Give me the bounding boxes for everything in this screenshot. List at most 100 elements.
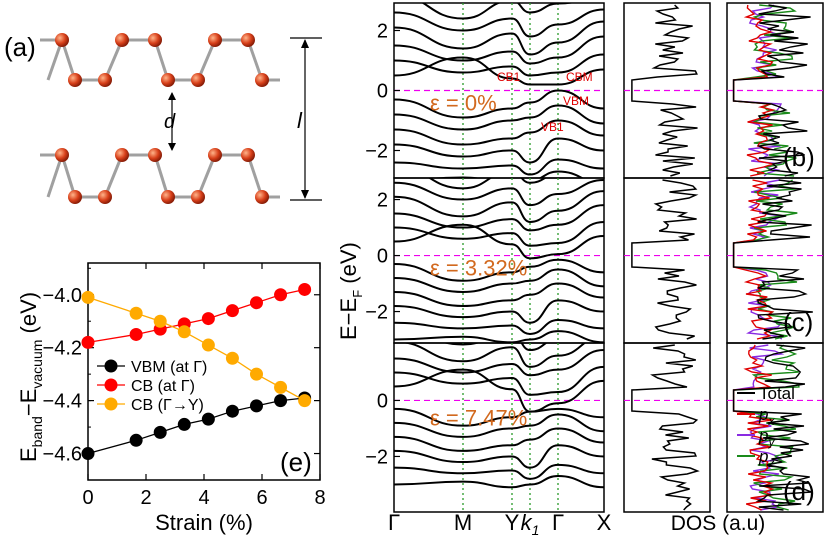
band-line [394,444,604,469]
band-line [394,53,604,77]
band-line [394,258,604,282]
data-point [177,417,191,431]
pdos-legend-text: p [758,447,768,466]
band-line [394,137,604,164]
panel-label: (d) [783,476,815,506]
k-label-k: k [521,510,533,535]
data-point [81,290,95,304]
data-point [274,380,288,394]
x-tick-label: 6 [256,487,267,509]
atom [115,33,129,47]
legend-marker [104,397,118,411]
data-point [153,314,167,328]
band-y-tick-label: −2 [365,302,388,324]
x-tick-label: 8 [314,487,325,509]
chart-axes: 0 2 4 6 8 −4.0 −4.2 −4.4 −4.6 [43,263,326,509]
pdos-legend-label: px [758,405,775,428]
d-arrow-head-bottom [168,143,176,151]
band-structure-panels: 2 0 −2 ε = 0% (b) 2 0 −2 ε = 3.32% (c) 0 −2 ε = 7.47… [365,2,824,513]
bond [103,39,124,81]
pdos-legend-label: pz [758,447,774,470]
data-point [81,447,95,461]
atom [161,73,175,87]
band-line [394,475,604,489]
band-lines [394,343,604,489]
band-lines [394,178,604,343]
bond [196,39,217,81]
bond [196,154,217,198]
atom [68,190,82,204]
atom [55,148,69,162]
band-line [394,368,604,413]
band-line [394,56,604,86]
panel-label-e: (e) [280,447,312,477]
y-tick-label: −4.6 [43,444,82,466]
strain-label: ε = 0% [430,91,497,116]
band-line [394,35,604,65]
band-y-tick-label: 0 [377,81,388,103]
ylabel-sub-band: band [29,416,45,447]
band-annotation: CBM [566,70,593,84]
data-point [81,335,95,349]
bond [246,39,264,81]
atom [68,73,82,87]
data-point [274,288,288,302]
y-tick-label: −4.4 [43,391,82,413]
band-line [394,413,604,438]
bond [103,154,124,198]
pdos-curve [732,344,775,511]
data-point [177,325,191,339]
band-line [394,427,604,452]
k-label-k1-sub: 1 [532,522,540,538]
band-lines [394,3,604,178]
bond [46,39,64,81]
band-line [394,282,604,307]
data-point [298,394,312,408]
dos-total-curve [631,344,700,511]
chart-ylabel: Eband−Evacuum (eV) [16,292,45,462]
ylabel-sub-vacuum: vacuum [29,340,45,389]
structure-panel: (a) d l [4,32,322,204]
band-ylabel-main: E−E [336,298,361,340]
band-y-tick-label: 0 [377,246,388,268]
data-point [129,306,143,320]
dos-panel-frame [623,342,711,513]
legend-marker [104,378,118,392]
panel-label-a: (a) [4,32,36,62]
band-y-tick-label: 0 [377,390,388,412]
band-line [394,220,604,247]
data-point [153,425,167,439]
chart-series [81,282,312,461]
band-line [394,8,604,38]
l-arrow-head-top [301,39,309,48]
k-path-labels: Γ M Y k1 Γ X [388,510,612,538]
legend-label: VBM (at Γ) [131,359,207,376]
data-point [129,433,143,447]
ylabel-e: E [16,447,41,462]
data-point [298,282,312,296]
panel-label: (c) [783,307,813,337]
bond [153,154,170,198]
k-label-gamma-2: Γ [552,510,564,535]
band-ylabel-unit: (eV) [336,242,361,290]
band-line [427,178,547,190]
atom [161,190,175,204]
data-point [201,338,215,352]
pdos-legend-label: py [758,426,775,449]
dos-xlabel: DOS (a.u) [671,512,766,535]
band-ylabel-sub: F [350,290,365,298]
data-point [201,312,215,326]
data-point [249,367,263,381]
band-line [394,299,604,324]
x-tick-label: 4 [198,487,209,509]
band-y-tick-label: 2 [377,21,388,43]
atom [148,148,162,162]
band-panel-frame [393,342,605,513]
pdos-curve [732,4,811,177]
data-point [274,394,288,408]
atom [55,33,69,47]
band-line [399,343,587,368]
band-line [394,158,604,176]
band-line [394,204,604,232]
